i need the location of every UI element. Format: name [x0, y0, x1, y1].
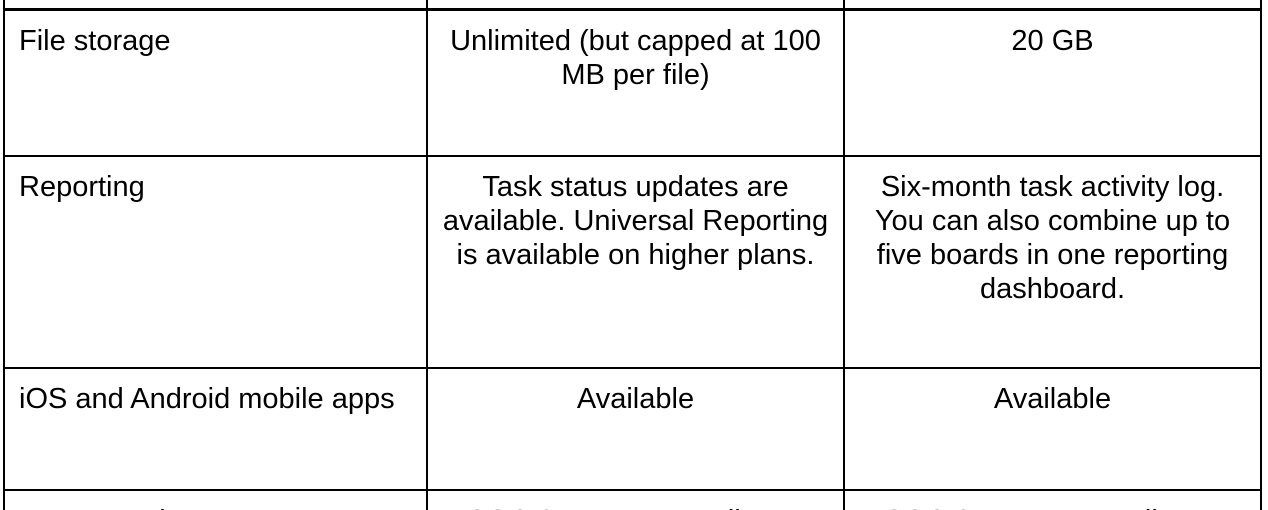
table-row: Reporting Task status updates are availab… [3, 155, 1262, 369]
table-cell-empty [843, 0, 1262, 11]
table-row: Data securitySOC 2 Type II complianceSOC… [3, 489, 1262, 510]
table-row-partial [3, 0, 1262, 11]
table-row: iOS and Android mobile apps Available Avai… [3, 367, 1262, 491]
value-cell: Available [426, 367, 845, 491]
table-cell-empty [426, 0, 845, 11]
value-cell: Task status updates are available. Unive… [426, 155, 845, 369]
value-cell: Unlimited (but capped at 100 MB per file… [426, 8, 845, 157]
value-cell: 20 GB [843, 8, 1262, 157]
feature-cell: Data security [3, 489, 428, 510]
feature-cell: iOS and Android mobile apps [3, 367, 428, 491]
value-cell: SOC 2 Type II compliance [843, 489, 1262, 510]
comparison-table-body: File storage Unlimited (but capped at 100… [3, 0, 1262, 510]
table-row: File storage Unlimited (but capped at 100… [3, 8, 1262, 157]
table-cell-empty [3, 0, 428, 11]
feature-cell: Reporting [3, 155, 428, 369]
feature-cell: File storage [3, 8, 428, 157]
value-cell: Available [843, 367, 1262, 491]
comparison-table: File storage Unlimited (but capped at 100… [3, 0, 1262, 510]
value-cell: SOC 2 Type II compliance [426, 489, 845, 510]
value-cell: Six-month task activity log. You can als… [843, 155, 1262, 369]
